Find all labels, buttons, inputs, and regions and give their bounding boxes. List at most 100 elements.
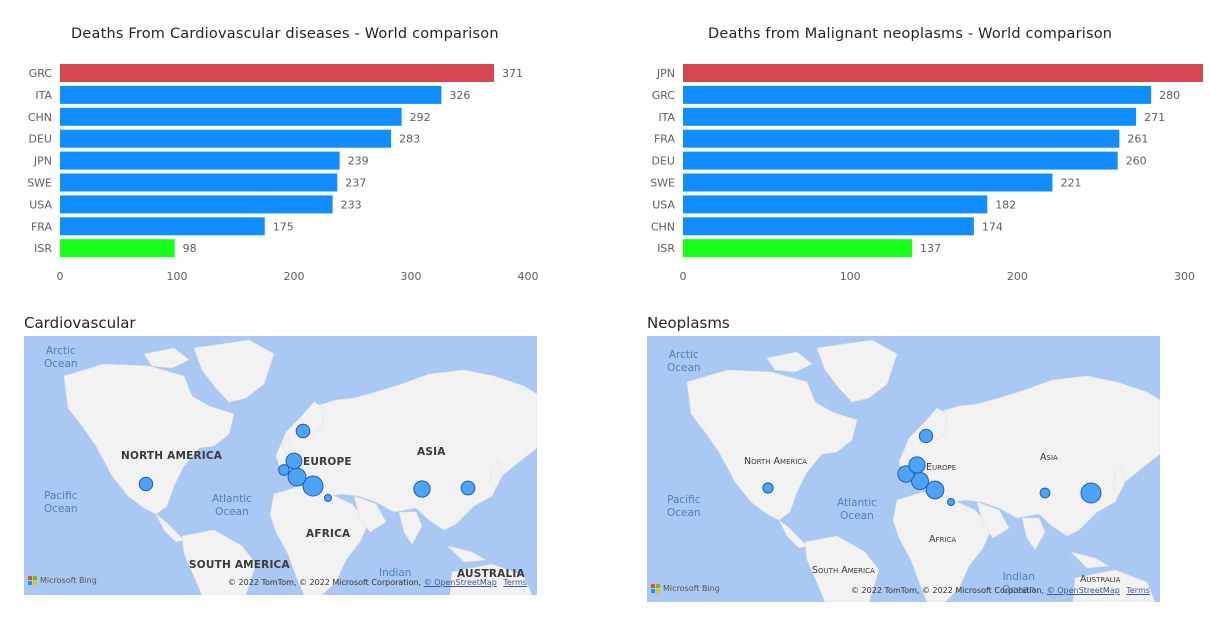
- data-label: 292: [410, 111, 431, 124]
- category-label: SWE: [650, 177, 675, 190]
- bubble-jpn[interactable]: [1080, 482, 1102, 504]
- bing-logo: Microsoft Bing: [28, 576, 97, 585]
- bubble-ita[interactable]: [287, 467, 307, 487]
- map-cardiovascular[interactable]: Arctic Ocean Pacific Ocean Atlantic Ocea…: [24, 336, 537, 595]
- osm-link[interactable]: © OpenStreetMap: [423, 578, 497, 587]
- bar-ita[interactable]: [60, 85, 442, 104]
- bubble-jpn[interactable]: [460, 480, 476, 496]
- data-label: 283: [399, 133, 420, 146]
- bar-usa[interactable]: [60, 195, 333, 214]
- map-land-layer: [686, 339, 1160, 602]
- bar-ita[interactable]: [683, 107, 1137, 126]
- data-label: 175: [273, 220, 294, 233]
- x-tick-label: 200: [284, 270, 305, 283]
- bubble-grc[interactable]: [925, 480, 945, 500]
- data-label: 280: [1159, 89, 1180, 102]
- bubble-usa[interactable]: [762, 482, 774, 494]
- map-copyright: © 2022 TomTom, © 2022 Microsoft Corporat…: [851, 587, 1150, 595]
- terms-link[interactable]: Terms: [503, 578, 527, 587]
- bar-deu[interactable]: [683, 151, 1118, 170]
- category-label: DEU: [29, 133, 52, 146]
- bubble-usa[interactable]: [138, 476, 154, 492]
- bing-logo-icon: [651, 584, 660, 593]
- x-tick-label: 400: [518, 270, 539, 283]
- label-north-america: NORTH AMERICA: [121, 450, 223, 462]
- x-tick-label: 0: [57, 270, 64, 283]
- bing-logo-text: Microsoft Bing: [40, 575, 97, 585]
- data-label: 137: [920, 242, 941, 255]
- bar-usa[interactable]: [683, 195, 988, 214]
- category-label: ISR: [34, 242, 52, 255]
- category-label: FRA: [654, 133, 676, 146]
- map-title-neoplasms: Neoplasms: [647, 314, 730, 332]
- category-label: JPN: [656, 67, 675, 80]
- data-label: 271: [1144, 111, 1165, 124]
- label-indian-ocean: Indian: [379, 567, 412, 579]
- x-tick-label: 100: [167, 270, 188, 283]
- bar-swe[interactable]: [60, 173, 338, 192]
- bubble-swe[interactable]: [918, 428, 934, 444]
- map-bubbles-cardiovascular: [138, 423, 476, 502]
- data-label: 174: [982, 220, 1003, 233]
- bubble-deu[interactable]: [908, 456, 926, 474]
- bar-isr[interactable]: [60, 239, 175, 258]
- x-tick-label: 300: [401, 270, 422, 283]
- bar-grc[interactable]: [683, 85, 1152, 104]
- label-europe: EUROPE: [303, 456, 352, 468]
- data-label: 261: [1127, 133, 1148, 146]
- category-label: ISR: [657, 242, 675, 255]
- data-label: 237: [345, 177, 366, 190]
- bar-chart-neoplasms[interactable]: JPN311GRC280ITA271FRA261DEU260SWE221USA1…: [620, 58, 1203, 288]
- bar-swe[interactable]: [683, 173, 1053, 192]
- label-atlantic-ocean: Atlantic Ocean: [837, 497, 877, 522]
- bar-grc[interactable]: [60, 64, 495, 82]
- category-label: GRC: [29, 67, 53, 80]
- label-atlantic-ocean: Atlantic Ocean: [212, 493, 252, 518]
- bar-jpn[interactable]: [683, 64, 1203, 82]
- data-label: 239: [348, 155, 369, 168]
- label-europe: Europe: [926, 462, 957, 473]
- bubble-chn[interactable]: [1039, 487, 1051, 499]
- category-label: USA: [29, 198, 52, 211]
- map-neoplasms[interactable]: Arctic Ocean Pacific Ocean Atlantic Ocea…: [647, 336, 1160, 602]
- label-australia: AUSTRALIA: [457, 568, 525, 580]
- bubble-isr[interactable]: [947, 498, 955, 506]
- label-africa: Africa: [929, 534, 957, 545]
- bar-chn[interactable]: [683, 217, 974, 236]
- bubble-chn[interactable]: [413, 480, 431, 498]
- label-asia: ASIA: [417, 446, 446, 458]
- bing-logo-text: Microsoft Bing: [663, 583, 720, 593]
- bubble-swe[interactable]: [295, 423, 311, 439]
- category-label: SWE: [27, 177, 52, 190]
- bubble-isr[interactable]: [324, 494, 332, 502]
- bar-jpn[interactable]: [60, 151, 340, 170]
- bar-chn[interactable]: [60, 107, 402, 126]
- x-tick-label: 200: [1007, 270, 1028, 283]
- category-label: USA: [652, 198, 675, 211]
- terms-link[interactable]: Terms: [1126, 586, 1150, 595]
- category-label: GRC: [652, 89, 676, 102]
- label-pacific-ocean: Pacific Ocean: [44, 490, 78, 515]
- bar-deu[interactable]: [60, 129, 392, 148]
- category-label: CHN: [651, 220, 675, 233]
- data-label: 371: [502, 67, 523, 80]
- category-label: FRA: [31, 220, 53, 233]
- label-australia: Australia: [1080, 574, 1121, 585]
- bar-fra[interactable]: [683, 129, 1120, 148]
- category-label: DEU: [652, 155, 675, 168]
- category-label: ITA: [35, 89, 52, 102]
- label-africa: AFRICA: [306, 528, 351, 540]
- label-arctic-ocean: Arctic Ocean: [44, 345, 78, 370]
- bubble-deu[interactable]: [285, 452, 303, 470]
- bar-isr[interactable]: [683, 239, 913, 258]
- label-pacific-ocean: Pacific Ocean: [667, 494, 701, 519]
- label-south-america: South America: [812, 565, 875, 576]
- osm-link[interactable]: © OpenStreetMap: [1046, 586, 1120, 595]
- data-label: 326: [449, 89, 470, 102]
- bar-chart-cardiovascular[interactable]: GRC 371 ITA 326 CHN 292 DEU 283 JPN 239 SWE 237 USA 2…: [0, 58, 560, 288]
- bubble-fra[interactable]: [278, 464, 290, 476]
- copyright-text: © 2022 TomTom, © 2022 Microsoft Corporat…: [228, 578, 422, 587]
- bubble-grc[interactable]: [302, 475, 324, 497]
- map-land-layer: [63, 339, 537, 595]
- bar-fra[interactable]: [60, 217, 265, 236]
